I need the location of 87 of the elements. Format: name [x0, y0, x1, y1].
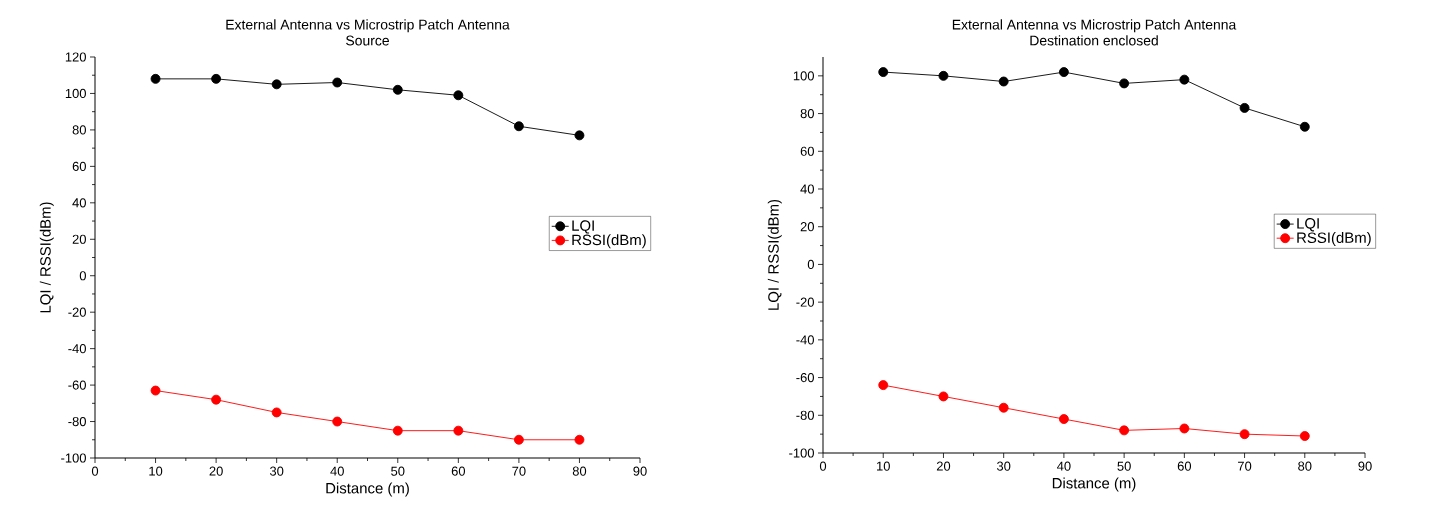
y-tick-label: 40: [72, 198, 86, 208]
point: [453, 425, 464, 436]
legend-label: LQI: [1297, 218, 1319, 232]
point: [574, 434, 585, 445]
y-tick-label: -100: [61, 453, 86, 463]
y-tick-label: -40: [796, 335, 814, 345]
x-tick-label: 0: [819, 461, 827, 471]
x-tick-label: 50: [391, 466, 405, 476]
x-tick-label: 90: [1358, 461, 1372, 471]
point: [878, 380, 889, 391]
point: [271, 79, 282, 90]
point: [574, 130, 585, 141]
y-tick-label: 100: [65, 88, 86, 99]
y-tick-label: -40: [68, 344, 86, 354]
point: [1299, 121, 1310, 132]
point: [1058, 414, 1069, 424]
point: [938, 391, 949, 402]
point: [332, 77, 343, 88]
x-tick-label: 20: [936, 461, 951, 471]
y-tick-label: -60: [68, 380, 86, 390]
point: [1179, 74, 1190, 85]
x-tick-label: 50: [1117, 461, 1131, 471]
x-tick-label: 20: [209, 466, 223, 476]
x-tick-label: 80: [1298, 461, 1312, 471]
y-tick-label: 60: [72, 161, 86, 171]
y-tick-label: -100: [789, 448, 814, 458]
x-tick-label: 0: [91, 466, 99, 476]
y-tick-label: 0: [79, 271, 86, 281]
chart-subtitle: Source: [346, 35, 389, 46]
x-axis-title: Distance (m): [1052, 477, 1136, 492]
point: [150, 73, 161, 84]
x-tick-label: 60: [1177, 461, 1192, 471]
y-tick-label: -80: [68, 416, 86, 427]
chart-title: External Antenna vs Microstrip Patch Antenna: [226, 19, 510, 33]
legend-label: RSSI(dBm): [1297, 232, 1371, 246]
point: [211, 394, 222, 405]
point: [1239, 102, 1250, 113]
y-axis-title: LQI / RSSI(dBm): [39, 202, 54, 313]
point: [150, 385, 161, 396]
x-tick-label: 10: [149, 466, 163, 476]
point: [211, 73, 222, 84]
x-tick-label: 10: [877, 461, 890, 471]
x-tick-label: 60: [451, 466, 466, 476]
y-tick-label: -60: [796, 372, 814, 383]
point: [513, 121, 524, 132]
x-tick-label: 90: [633, 466, 647, 476]
y-tick-label: 20: [800, 222, 814, 232]
point: [998, 76, 1009, 87]
legend-label: LQI: [572, 220, 594, 234]
y-tick-label: 60: [800, 146, 814, 156]
x-tick-label: 70: [1238, 461, 1252, 471]
x-tick-label: 70: [512, 466, 526, 476]
x-tick-label: 40: [1056, 461, 1071, 471]
point: [1239, 429, 1250, 440]
chart-title: External Antenna vs Microstrip Patch Antenna: [952, 19, 1237, 33]
point: [332, 416, 343, 427]
y-tick-label: 0: [807, 259, 814, 270]
point: [513, 434, 524, 445]
y-tick-label: -20: [796, 297, 814, 307]
point: [998, 402, 1009, 413]
point: [392, 425, 403, 436]
point: [1299, 431, 1310, 441]
point: [271, 407, 282, 418]
y-tick-label: -80: [796, 410, 814, 420]
point: [392, 84, 403, 95]
y-axis-title: LQI / RSSI(dBm): [767, 199, 782, 310]
x-tick-label: 80: [572, 466, 587, 476]
y-tick-label: 80: [72, 125, 86, 135]
y-tick-label: 40: [800, 184, 814, 194]
y-tick-label: 20: [72, 234, 86, 244]
x-tick-label: 40: [330, 466, 344, 476]
y-tick-label: 100: [793, 71, 814, 81]
point: [878, 67, 889, 78]
chart-subtitle: Destination enclosed: [1030, 35, 1158, 46]
y-tick-label: 80: [800, 108, 814, 119]
x-axis-title: Distance (m): [326, 482, 409, 497]
point: [453, 90, 464, 101]
point: [1119, 425, 1130, 436]
y-tick-label: -20: [68, 307, 86, 317]
y-tick-label: 120: [65, 52, 86, 62]
point: [938, 70, 949, 81]
point: [1058, 67, 1069, 78]
x-tick-label: 30: [996, 461, 1011, 471]
x-tick-label: 30: [269, 466, 284, 476]
legend-label: RSSI(dBm): [572, 234, 646, 249]
point: [1179, 423, 1190, 434]
point: [1119, 78, 1130, 89]
